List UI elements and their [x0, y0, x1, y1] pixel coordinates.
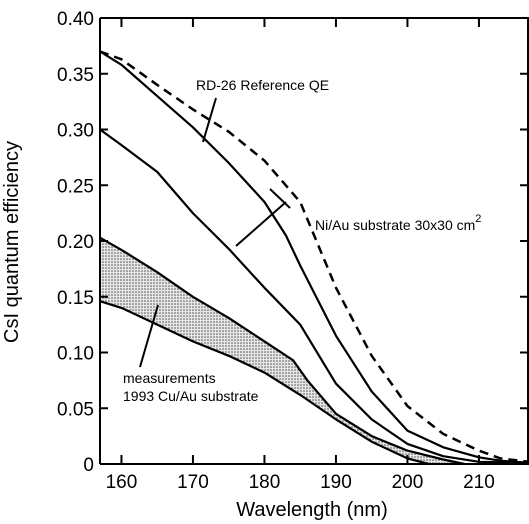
y-tick-label-0: 0	[83, 455, 94, 476]
x-tick-label-4: 200	[392, 472, 424, 493]
series-line-4	[99, 300, 430, 466]
pointer-rd26	[202, 97, 217, 143]
pointer-measurements	[139, 304, 159, 368]
axes: 0 0.05 0.10 0.15 0.20 0.25 0.30 0.35 0.40 160 170 1…	[57, 9, 529, 493]
x-tick-label-2: 180	[249, 472, 281, 493]
pointer-niau-lower	[235, 201, 287, 247]
x-axis-title: Wavelength (nm)	[236, 499, 388, 521]
x-tick-label-0: 160	[106, 472, 138, 493]
y-tick-label-5: 0.25	[57, 176, 94, 197]
y-tick-label-7: 0.35	[57, 65, 94, 86]
y-tick-label-6: 0.30	[57, 121, 94, 142]
annotation-niau-superscript: 2	[475, 213, 481, 225]
annotation-measurements: measurements	[123, 370, 216, 386]
series-line-2	[99, 128, 529, 464]
series-line-1	[99, 50, 529, 464]
x-tick-label-5: 210	[463, 472, 495, 493]
annotation-niau-text: Ni/Au substrate 30x30 cm	[315, 217, 475, 233]
y-axis-title: CsI quantum efficiency	[1, 141, 23, 343]
pointer-niau-upper	[269, 188, 291, 209]
annotation-cuau-substrate: 1993 Cu/Au substrate	[123, 388, 259, 404]
y-tick-label-2: 0.10	[57, 344, 94, 365]
y-tick-label-3: 0.15	[57, 288, 94, 309]
y-tick-label-4: 0.20	[57, 232, 94, 253]
annotation-rd26: RD-26 Reference QE	[196, 77, 329, 93]
x-tick-label-1: 170	[177, 472, 209, 493]
y-tick-label-1: 0.05	[57, 399, 94, 420]
series-line-0	[99, 50, 529, 464]
series-line-3	[99, 236, 465, 466]
plot-area	[99, 50, 529, 466]
y-tick-label-8: 0.40	[57, 9, 94, 30]
annotation-niau: Ni/Au substrate 30x30 cm2	[315, 213, 481, 233]
x-tick-label-3: 190	[320, 472, 352, 493]
